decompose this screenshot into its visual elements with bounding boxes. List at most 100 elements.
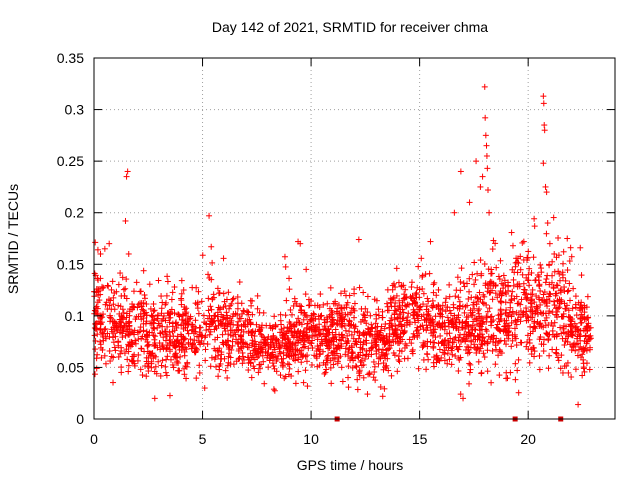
data-point — [553, 346, 560, 353]
data-point — [540, 348, 547, 355]
data-point — [488, 379, 495, 386]
data-point — [229, 342, 236, 349]
data-point — [100, 284, 107, 291]
y-tick-label: 0.05 — [57, 359, 84, 375]
data-point — [540, 100, 547, 107]
data-point — [105, 283, 112, 290]
data-point — [512, 376, 519, 383]
data-point — [140, 267, 147, 274]
data-point — [278, 321, 285, 328]
data-point — [493, 264, 500, 271]
data-point — [189, 284, 196, 291]
data-point — [489, 246, 496, 253]
data-point — [176, 313, 183, 320]
data-point — [166, 329, 173, 336]
data-point — [138, 345, 145, 352]
data-point — [295, 315, 302, 322]
data-point — [525, 271, 532, 278]
data-point — [508, 229, 515, 236]
data-point — [316, 321, 323, 328]
data-point — [339, 378, 346, 385]
data-point — [415, 263, 422, 270]
x-tick-label: 10 — [303, 431, 319, 447]
data-point — [205, 307, 212, 314]
data-point — [92, 239, 99, 246]
data-point — [182, 344, 189, 351]
data-point — [158, 362, 165, 369]
data-point — [364, 391, 371, 398]
data-point — [510, 282, 517, 289]
data-point — [564, 235, 571, 242]
data-point — [415, 365, 422, 372]
data-point — [270, 362, 277, 369]
data-point — [484, 165, 491, 172]
data-point — [115, 338, 122, 345]
data-point — [91, 371, 98, 378]
data-point — [282, 263, 289, 270]
data-point — [300, 379, 307, 386]
data-point — [559, 274, 566, 281]
data-point — [363, 340, 370, 347]
data-point — [469, 271, 476, 278]
data-point — [437, 332, 444, 339]
data-point — [477, 183, 484, 190]
data-point — [351, 314, 358, 321]
data-point — [244, 308, 251, 315]
data-point — [551, 268, 558, 275]
data-point — [373, 311, 380, 318]
data-point — [218, 311, 225, 318]
data-point — [106, 347, 113, 354]
data-point — [216, 366, 223, 373]
data-point — [281, 253, 288, 260]
data-point — [442, 337, 449, 344]
data-point — [112, 333, 119, 340]
data-point — [109, 334, 116, 341]
data-point — [287, 306, 294, 313]
data-point — [356, 367, 363, 374]
data-point — [152, 333, 159, 340]
data-point — [222, 328, 229, 335]
data-point — [512, 263, 519, 270]
data-point — [418, 255, 425, 262]
data-point — [92, 321, 99, 328]
data-point — [117, 350, 124, 357]
data-point — [150, 332, 157, 339]
data-point — [479, 173, 486, 180]
y-tick-label: 0.25 — [57, 153, 84, 169]
data-point — [404, 355, 411, 362]
data-point — [471, 341, 478, 348]
data-point — [566, 280, 573, 287]
data-point — [452, 293, 459, 300]
data-point — [106, 240, 113, 247]
data-point — [472, 276, 479, 283]
data-point — [388, 372, 395, 379]
data-point — [399, 299, 406, 306]
data-point — [183, 375, 190, 382]
data-point — [379, 314, 386, 321]
data-point — [248, 374, 255, 381]
data-point — [555, 268, 562, 275]
data-point — [204, 341, 211, 348]
data-point — [351, 300, 358, 307]
data-point — [477, 257, 484, 264]
data-point — [226, 305, 233, 312]
data-point — [206, 212, 213, 219]
data-point — [577, 244, 584, 251]
data-point — [171, 283, 178, 290]
data-point — [466, 380, 473, 387]
data-point — [553, 254, 560, 261]
data-point — [116, 310, 123, 317]
data-point — [584, 293, 591, 300]
data-point — [536, 352, 543, 359]
data-point — [394, 368, 401, 375]
data-point — [466, 199, 473, 206]
data-point — [119, 274, 126, 281]
data-point — [290, 302, 297, 309]
data-point — [544, 220, 551, 227]
data-point — [155, 358, 162, 365]
data-point — [544, 303, 551, 310]
data-point — [169, 289, 176, 296]
data-point — [541, 127, 548, 134]
data-point — [520, 309, 527, 316]
data-point — [504, 375, 511, 382]
